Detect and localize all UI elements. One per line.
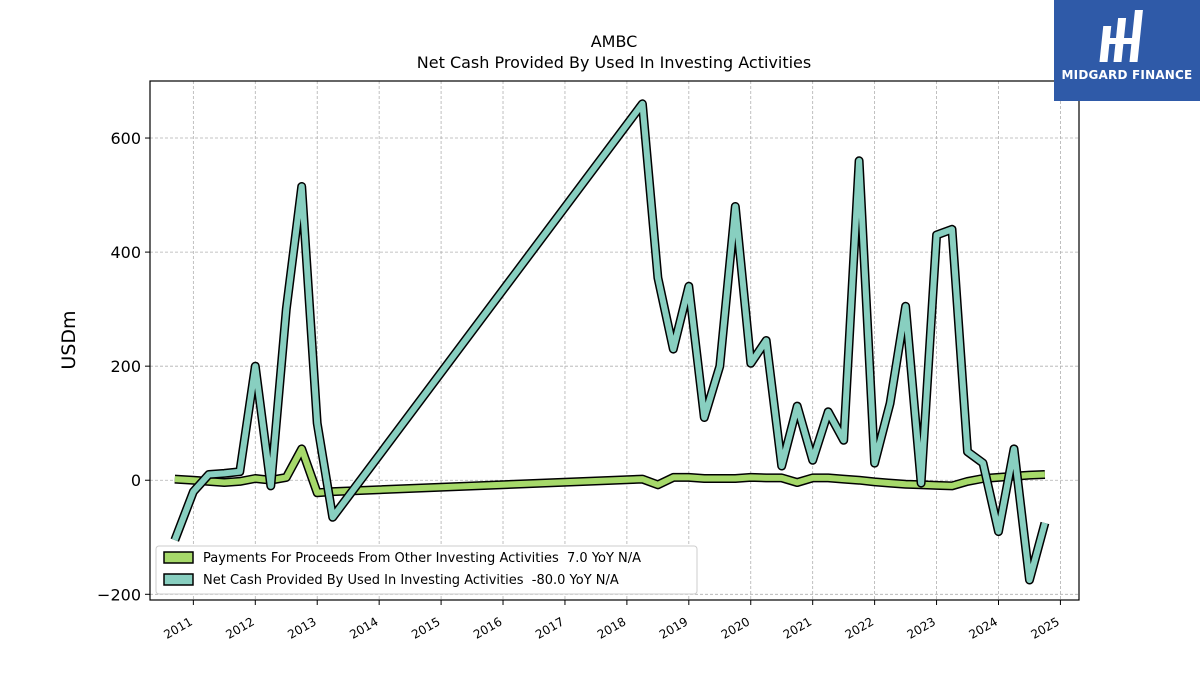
legend: Payments For Proceeds From Other Investi… — [155, 545, 698, 595]
y-tick-label: 0 — [131, 471, 141, 490]
series-net-cash-line-outline — [170, 99, 1050, 585]
chart-subtitle: Net Cash Provided By Used In Investing A… — [417, 53, 811, 72]
logo-text: MIDGARD FINANCE — [1061, 68, 1193, 82]
x-tick-label: 2022 — [843, 614, 876, 641]
x-tick-label: 2023 — [905, 614, 938, 641]
y-tick-label: 400 — [110, 243, 141, 262]
legend-box — [155, 545, 698, 595]
x-tick-label: 2011 — [161, 614, 194, 641]
legend-swatch-payments — [163, 551, 194, 564]
x-tick-label: 2020 — [719, 614, 752, 641]
y-tick-label: 200 — [110, 357, 141, 376]
x-tick-label: 2019 — [657, 614, 690, 641]
x-tick-label: 2015 — [409, 614, 442, 641]
x-tick-label: 2012 — [223, 614, 256, 641]
x-tick-label: 2018 — [595, 614, 628, 641]
logo-mark-icon — [1099, 10, 1143, 62]
series-net-cash-line — [171, 100, 1048, 583]
brand-logo: MIDGARD FINANCE — [1054, 0, 1200, 101]
y-axis-label: USDm — [58, 310, 80, 369]
x-tick-label: 2017 — [533, 614, 566, 641]
x-tick-label: 2014 — [347, 614, 380, 641]
legend-label-payments: Payments For Proceeds From Other Investi… — [203, 551, 641, 566]
chart-title: AMBC — [591, 32, 638, 51]
x-tick-label: 2013 — [285, 614, 318, 641]
x-tick-label: 2025 — [1028, 614, 1061, 641]
series-layer — [170, 99, 1050, 585]
x-tick-label: 2021 — [781, 614, 814, 641]
y-tick-label: 600 — [110, 129, 141, 148]
x-tick-label: 2016 — [471, 614, 504, 641]
grid-lines — [150, 81, 1079, 600]
x-tick-label: 2024 — [967, 614, 1000, 641]
legend-swatch-net-cash — [163, 573, 194, 586]
plot-frame — [149, 80, 1080, 601]
y-tick-label: −200 — [97, 585, 141, 604]
legend-label-net-cash: Net Cash Provided By Used In Investing A… — [203, 573, 619, 588]
